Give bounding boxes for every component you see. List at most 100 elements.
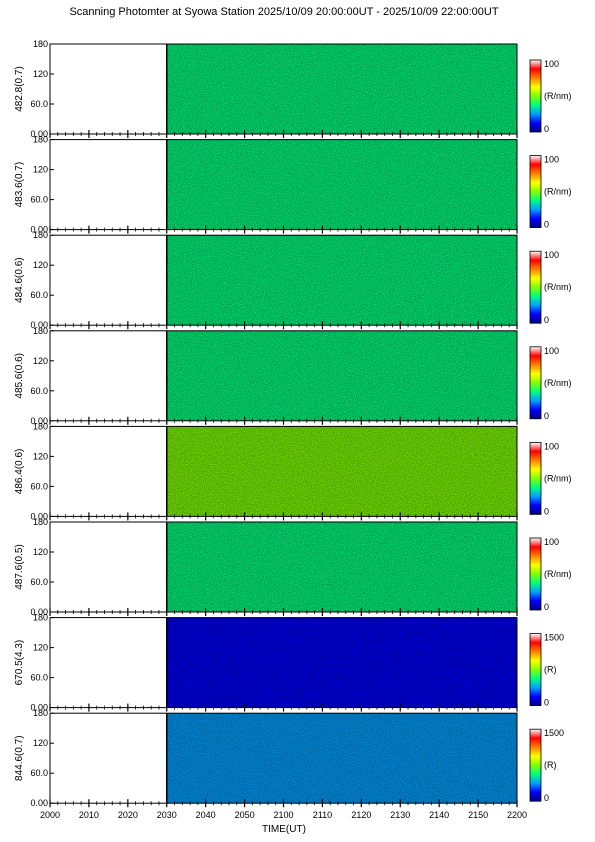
y-tick-label: 180 [33, 135, 48, 145]
colorbar-unit-label: (R/nm) [544, 187, 572, 197]
colorbar [529, 537, 542, 611]
y-axis-label: 483.6(0.7) [14, 162, 25, 208]
y-tick-label: 120 [33, 356, 48, 366]
colorbar [529, 250, 542, 324]
y-tick-label: 60.0 [30, 99, 48, 109]
colorbar-min-label: 0 [544, 315, 549, 325]
x-tick-label: 2010 [79, 810, 99, 820]
heatmap-noise [167, 522, 517, 612]
y-axis-label: 484.6(0.6) [14, 257, 25, 303]
y-tick-label: 180 [33, 326, 48, 336]
x-tick-label: 2120 [351, 810, 371, 820]
y-tick-label: 180 [33, 230, 48, 240]
x-tick-label: 2000 [40, 810, 60, 820]
y-tick-label: 60.0 [30, 768, 48, 778]
y-tick-label: 0.00 [30, 129, 48, 139]
heatmap-noise [167, 140, 517, 230]
y-axis-label: 487.6(0.5) [14, 544, 25, 590]
y-axis-label: 670.5(4.3) [14, 640, 25, 686]
panels: 0.00 60.0 120 180 482.8(0.7) 100 (R/nm) 0 0.00 60… [14, 39, 572, 808]
heatmap-noise [167, 235, 517, 325]
colorbar [529, 728, 542, 802]
heatmap-noise [167, 618, 517, 708]
y-axis-label: 486.4(0.6) [14, 449, 25, 495]
colorbar-unit-label: (R) [544, 665, 557, 675]
colorbar-min-label: 0 [544, 698, 549, 708]
panel-1: 0.00 60.0 120 180 482.8(0.7) 100 (R/nm) 0 [14, 39, 572, 139]
heatmap-fill [166, 330, 517, 421]
x-axis-label: TIME(UT) [262, 824, 306, 835]
heatmap-noise [167, 44, 517, 134]
colorbar-min-label: 0 [544, 124, 549, 134]
colorbar-unit-label: (R/nm) [544, 569, 572, 579]
colorbar-max-label: 100 [544, 59, 559, 69]
y-tick-label: 120 [33, 643, 48, 653]
y-tick-label: 0.00 [30, 511, 48, 521]
y-tick-label: 0.00 [30, 225, 48, 235]
y-tick-label: 180 [33, 613, 48, 623]
heatmap-noise [167, 426, 517, 516]
y-tick-label: 60.0 [30, 577, 48, 587]
y-tick-label: 120 [33, 547, 48, 557]
colorbar-max-label: 1500 [544, 633, 564, 643]
panel-3: 0.00 60.0 120 180 484.6(0.6) 100 (R/nm) 0 [14, 230, 572, 330]
y-tick-label: 120 [33, 165, 48, 175]
colorbar [529, 346, 542, 420]
heatmap-fill [166, 426, 517, 517]
colorbar-min-label: 0 [544, 602, 549, 612]
colorbar-min-label: 0 [544, 411, 549, 421]
y-tick-label: 120 [33, 260, 48, 270]
y-tick-label: 180 [33, 708, 48, 718]
x-tick-label: 2100 [273, 810, 293, 820]
y-tick-label: 180 [33, 517, 48, 527]
y-tick-label: 0.00 [30, 703, 48, 713]
y-tick-label: 180 [33, 421, 48, 431]
y-tick-label: 120 [33, 69, 48, 79]
y-tick-label: 60.0 [30, 386, 48, 396]
colorbar-max-label: 100 [544, 155, 559, 165]
heatmap-fill [166, 235, 517, 326]
y-tick-label: 0.00 [30, 607, 48, 617]
colorbar-max-label: 1500 [544, 728, 564, 738]
x-tick-label: 2150 [468, 810, 488, 820]
x-tick-label: 2030 [157, 810, 177, 820]
colorbar-unit-label: (R/nm) [544, 473, 572, 483]
y-tick-label: 0.00 [30, 416, 48, 426]
panel-2: 0.00 60.0 120 180 483.6(0.7) 100 (R/nm) 0 [14, 135, 572, 235]
panel-8: 0.00 60.0 120 180 844.6(0.7) 1500 (R) 0 [14, 708, 564, 808]
y-axis-label: 482.8(0.7) [14, 66, 25, 112]
colorbar-max-label: 100 [544, 250, 559, 260]
panel-5: 0.00 60.0 120 180 486.4(0.6) 100 (R/nm) 0 [14, 421, 572, 521]
heatmap-noise [167, 713, 517, 803]
colorbar [529, 633, 542, 706]
colorbar-max-label: 100 [544, 441, 559, 451]
x-tick-label: 2130 [390, 810, 410, 820]
heatmap-fill [166, 617, 517, 708]
chart-title: Scanning Photomter at Syowa Station 2025… [69, 6, 498, 18]
y-tick-label: 60.0 [30, 481, 48, 491]
colorbar [529, 441, 542, 515]
colorbar-min-label: 0 [544, 220, 549, 230]
y-tick-label: 0.00 [30, 798, 48, 808]
y-tick-label: 0.00 [30, 320, 48, 330]
x-tick-label: 2110 [313, 810, 332, 820]
colorbar-min-label: 0 [544, 793, 549, 803]
y-tick-label: 120 [33, 451, 48, 461]
colorbar-unit-label: (R) [544, 760, 557, 770]
y-axis-label: 485.6(0.6) [14, 353, 25, 399]
colorbar-max-label: 100 [544, 537, 559, 547]
panel-6: 0.00 60.0 120 180 487.6(0.5) 100 (R/nm) 0 [14, 517, 572, 617]
panel-4: 0.00 60.0 120 180 485.6(0.6) 100 (R/nm) 0 [14, 326, 572, 426]
colorbar [529, 59, 542, 133]
panel-7: 0.00 60.0 120 180 670.5(4.3) 1500 (R) 0 [14, 613, 564, 713]
colorbar-min-label: 0 [544, 506, 549, 516]
heatmap-noise [167, 331, 517, 421]
x-axis: 2000 2010 2020 2030 2040 2050 2100 2110 2120 2130… [40, 810, 527, 820]
x-tick-label: 2040 [196, 810, 216, 820]
y-tick-label: 180 [33, 39, 48, 49]
colorbar-unit-label: (R/nm) [544, 91, 572, 101]
colorbar-unit-label: (R/nm) [544, 378, 572, 388]
heatmap-fill [166, 44, 517, 134]
x-tick-label: 2020 [118, 810, 138, 820]
